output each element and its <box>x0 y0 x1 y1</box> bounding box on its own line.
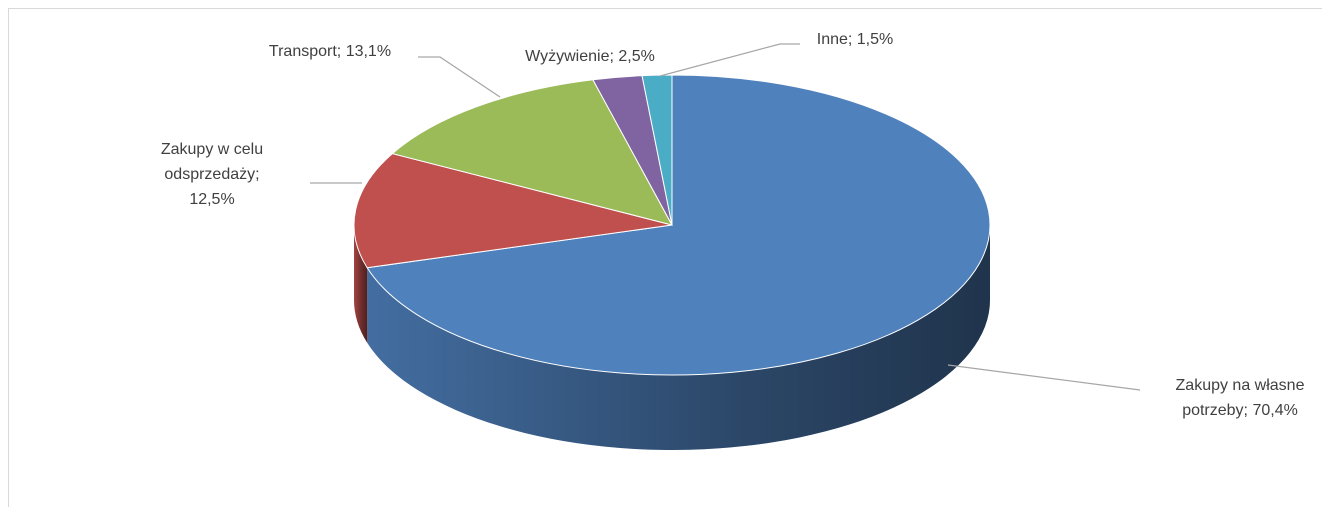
pie <box>353 74 991 450</box>
data-label: Wyżywienie; 2,5% <box>525 48 655 65</box>
data-label: Zakupy na własne potrzeby; 70,4% <box>1176 377 1305 419</box>
pie-slice <box>391 79 673 226</box>
leader-line <box>947 364 1141 391</box>
data-label: Transport; 13,1% <box>269 43 391 60</box>
pie-side-shade <box>367 225 990 450</box>
leader-line <box>659 43 800 77</box>
data-label: Inne; 1,5% <box>817 31 894 48</box>
pie-slice <box>366 74 991 376</box>
pie-side-shade <box>354 225 368 343</box>
leader-line <box>418 56 501 98</box>
pie-slice <box>641 74 673 226</box>
data-label: Zakupy w celu odsprzedaży; 12,5% <box>161 141 263 208</box>
labels: Zakupy na własne potrzeby; 70,4% Zakupy w … <box>161 31 1305 419</box>
pie-slice <box>353 153 673 269</box>
